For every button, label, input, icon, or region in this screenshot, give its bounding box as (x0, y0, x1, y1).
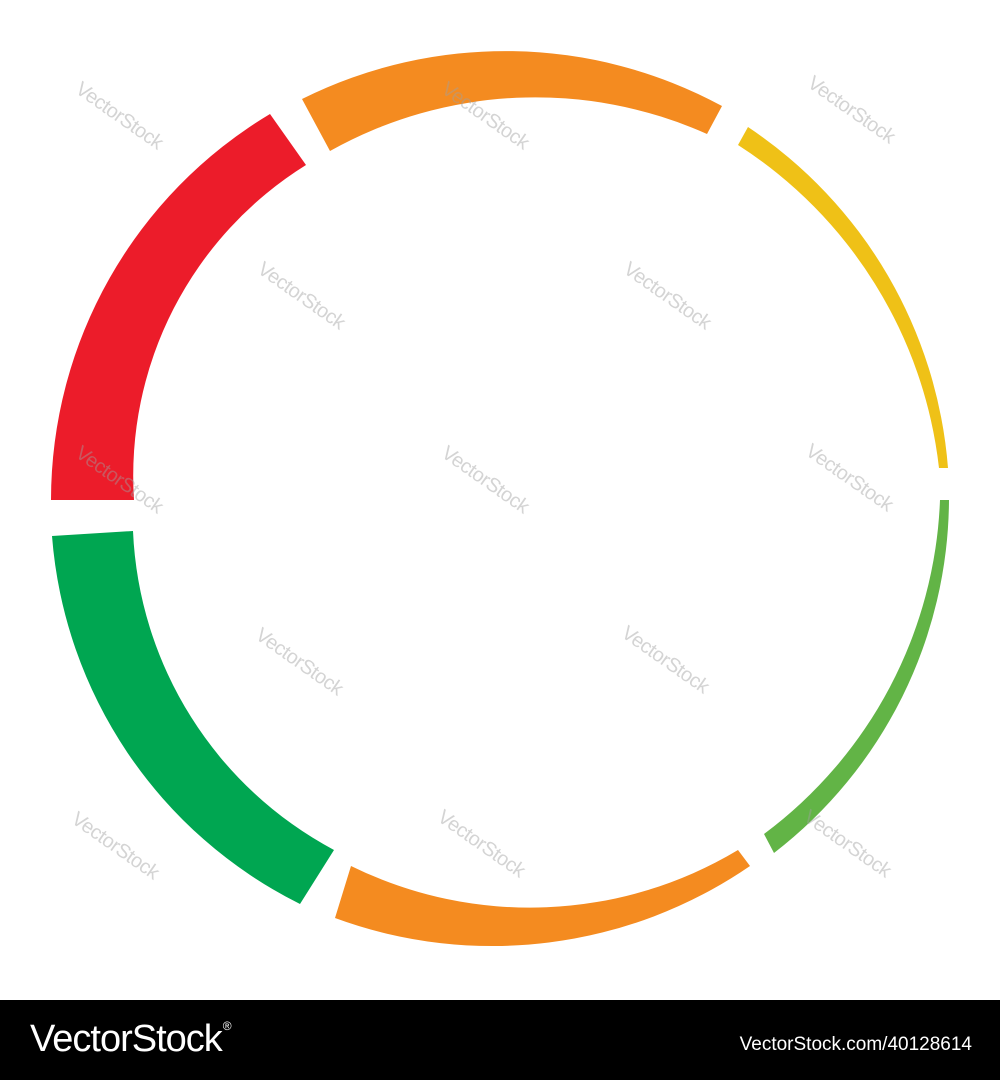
footer-bar: VectorStock® VectorStock.com/40128614 (0, 1000, 1000, 1080)
segment-yellow (738, 127, 948, 468)
segment-light-green (764, 500, 949, 853)
segmented-circle-graphic (51, 51, 949, 947)
segment-green (52, 531, 334, 904)
segment-orange-bottom (335, 850, 750, 947)
image-canvas: VectorStock VectorStock VectorStock Vect… (51, 51, 949, 947)
segment-orange-top (302, 51, 722, 151)
footer-image-id: VectorStock.com/40128614 (739, 1034, 972, 1055)
segment-red (51, 114, 306, 500)
footer-logo: VectorStock® (30, 1018, 232, 1060)
footer-logo-text: VectorStock (30, 1018, 223, 1060)
registered-mark: ® (222, 1019, 232, 1033)
